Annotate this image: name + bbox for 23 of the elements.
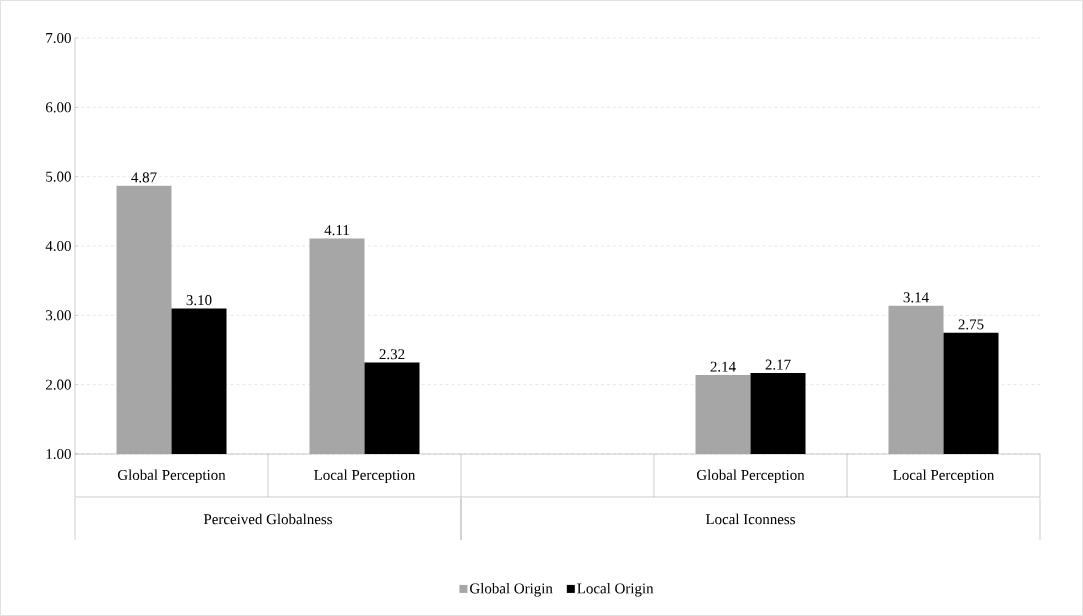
- legend-label: Local Origin: [577, 582, 654, 597]
- data-label: 2.75: [958, 319, 984, 330]
- text: Perceived Globalness: [203, 513, 332, 525]
- x-tick-label: Global Perception: [117, 469, 226, 484]
- y-tick-label: 3.00: [46, 310, 71, 321]
- data-label: 2.17: [765, 359, 791, 370]
- y-tick-label: 7.00: [46, 32, 71, 44]
- data-label: 2.14: [710, 361, 736, 372]
- data-label: 4.11: [324, 225, 349, 236]
- x-tick-label: Global Perception: [696, 469, 805, 484]
- data-label: 3.10: [186, 295, 212, 306]
- y-tick-label: 5.00: [46, 171, 71, 182]
- y-tick-label: 6.00: [45, 102, 71, 113]
- x-tick-label: Local Perception: [893, 469, 995, 484]
- data-label: 4.87: [131, 172, 157, 183]
- y-tick-label: 4.00: [45, 240, 71, 252]
- data-label: 2.32: [379, 349, 405, 360]
- data-label: 3.14: [903, 292, 929, 303]
- text: Local Iconness: [705, 513, 795, 525]
- legend-label: Global Origin: [470, 582, 553, 597]
- x-tick-label: Local Perception: [314, 469, 416, 484]
- y-tick-label: 1.00: [46, 448, 71, 460]
- y-tick-label: 2.00: [45, 379, 71, 390]
